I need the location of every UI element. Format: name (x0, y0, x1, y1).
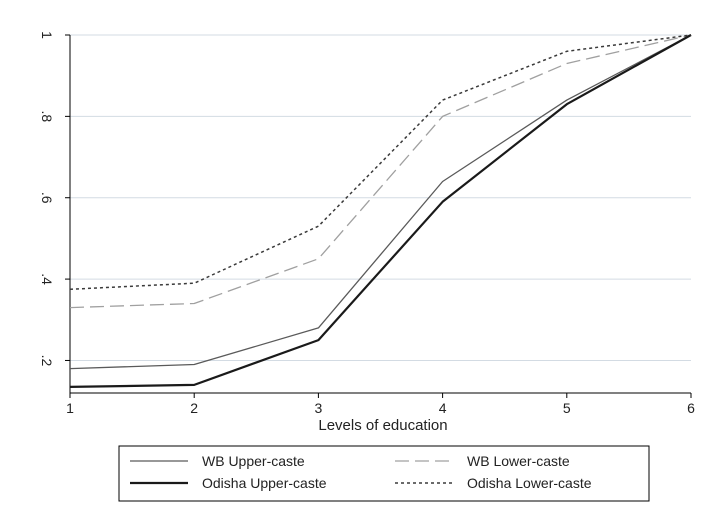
legend-items: WB Upper-caste WB Lower-caste Odisha Upper… (130, 453, 592, 491)
grid-lines (70, 34, 691, 361)
y-tick-label: .2 (39, 355, 55, 367)
series-lines (69, 34, 692, 388)
x-tick-label: 3 (315, 400, 323, 416)
x-tick-label: 1 (66, 400, 74, 416)
series-line (69, 34, 692, 388)
series-line (69, 34, 692, 309)
legend: WB Upper-caste WB Lower-caste Odisha Upper… (118, 445, 650, 502)
x-tick-label: 6 (687, 400, 695, 416)
x-tick-label: 4 (439, 400, 447, 416)
legend-box (118, 445, 650, 502)
y-tick-label: .4 (39, 273, 55, 285)
legend-label: WB Lower-caste (467, 453, 570, 469)
series-line (69, 34, 692, 291)
legend-label: WB Upper-caste (202, 453, 305, 469)
axes (69, 35, 691, 394)
x-tick-label: 5 (563, 400, 571, 416)
x-ticks: 1 2 3 4 5 6 (66, 393, 695, 416)
y-tick-label: .6 (39, 192, 55, 204)
x-tick-label: 2 (190, 400, 198, 416)
legend-label: Odisha Upper-caste (202, 475, 327, 491)
y-tick-label: .8 (39, 111, 55, 123)
x-axis-title: Levels of education (318, 417, 447, 434)
series-line (69, 34, 692, 370)
legend-label: Odisha Lower-caste (467, 475, 592, 491)
y-tick-label: 1 (39, 31, 55, 39)
y-ticks: .2 .4 .6 .8 1 (39, 31, 70, 367)
